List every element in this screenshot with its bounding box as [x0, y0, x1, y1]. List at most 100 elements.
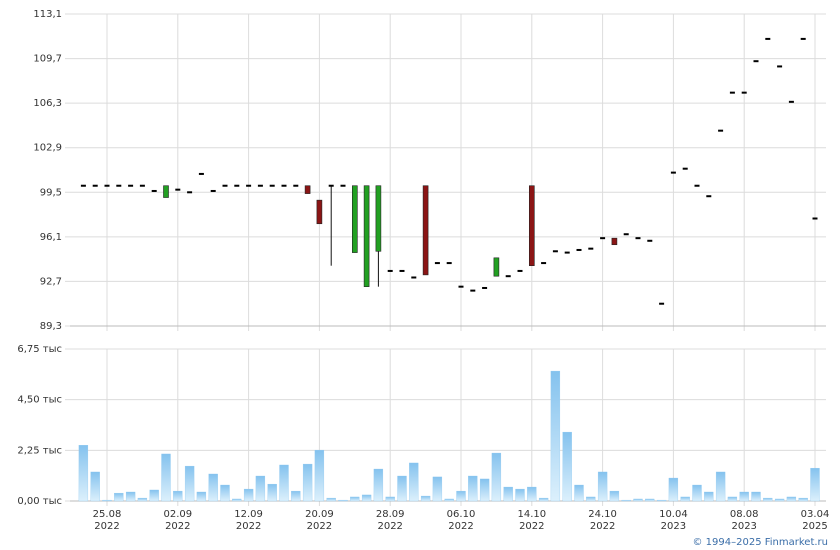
volume-bar [727, 496, 738, 502]
volume-bar [326, 497, 336, 502]
volume-bar [90, 471, 100, 502]
candle-body [470, 289, 476, 292]
candle-body [411, 276, 417, 279]
candle-body [434, 262, 440, 265]
y-tick-label: 89,3 [40, 321, 62, 332]
volume-bar [291, 490, 301, 502]
volume-bar [78, 445, 89, 502]
candle-body [682, 167, 688, 170]
candle-body [528, 185, 535, 266]
x-tick-year: 2023 [661, 521, 686, 532]
candle-body [281, 184, 287, 187]
volume-bar [420, 495, 431, 502]
x-tick-year: 2022 [377, 521, 402, 532]
volume-bar [527, 486, 537, 502]
volume-bar [161, 453, 171, 502]
volume-bar [125, 491, 136, 502]
volume-bar [704, 491, 714, 502]
x-tick-label: 14.10 [517, 509, 546, 520]
candle-body [753, 60, 759, 63]
volume-bar [468, 475, 478, 502]
candle-body [446, 262, 452, 265]
candle-body [387, 269, 393, 272]
candle-body [316, 199, 323, 225]
volume-bar [173, 490, 183, 502]
candle-body [198, 172, 204, 175]
volume-bar [302, 463, 313, 502]
x-tick-year: 2022 [236, 521, 261, 532]
candle-body [351, 185, 358, 253]
volume-bar [350, 496, 360, 502]
candle-body [175, 188, 181, 191]
volume-bar [633, 498, 643, 502]
volume-bar [680, 496, 690, 502]
candle-body [257, 184, 263, 187]
volume-bar [409, 462, 419, 502]
candle-body [600, 237, 606, 240]
candle-body [458, 285, 464, 288]
candle-body [304, 185, 311, 194]
candle-body [128, 184, 134, 187]
volume-bar [715, 471, 726, 502]
candle-body [363, 185, 370, 287]
volume-bar [562, 431, 572, 502]
y-tick-label: 4,50 тыс [17, 395, 62, 406]
volume-bar [668, 477, 679, 502]
volume-bar [255, 475, 266, 502]
candle-body [777, 65, 783, 68]
y-tick-label: 0,00 тыс [17, 496, 62, 507]
volume-bar [220, 484, 230, 502]
volume-bar [798, 497, 808, 502]
y-tick-label: 6,75 тыс [17, 344, 62, 355]
candle-body [293, 184, 299, 187]
candle-body [375, 185, 382, 252]
footer: © 1994–2025 Finmarket.ru [692, 537, 828, 548]
candle-body [187, 191, 193, 194]
candle-body [576, 248, 582, 251]
volume-bar [208, 473, 218, 502]
candle-body [482, 286, 488, 289]
x-tick-year: 2022 [94, 521, 119, 532]
candle-body [163, 185, 169, 198]
x-tick-label: 10.04 [659, 509, 688, 520]
candle-body [340, 184, 346, 187]
volume-bar [279, 464, 289, 502]
volume-bar [609, 490, 620, 502]
volume-bar [385, 496, 395, 502]
volume-bar [184, 465, 195, 502]
volume-bar [338, 499, 348, 502]
y-tick-label: 102,9 [33, 143, 62, 154]
x-tick-label: 25.08 [93, 509, 122, 520]
candle-body [399, 269, 405, 272]
volume-bar [739, 491, 749, 502]
candle-body [422, 185, 429, 276]
candle-body [800, 37, 806, 40]
volume-bar [397, 475, 407, 502]
volume-bar [774, 498, 785, 502]
candle-body [104, 184, 110, 187]
candle-body [139, 184, 145, 187]
y-tick-label: 92,7 [40, 276, 62, 287]
candle-body [517, 269, 523, 272]
x-tick-year: 2023 [731, 521, 756, 532]
x-tick-label: 03.04 [801, 509, 830, 520]
volume-bar [503, 486, 513, 502]
volume-bar [645, 498, 655, 502]
volume-bar [479, 478, 490, 502]
volume-bar [196, 491, 207, 502]
volume-bar [243, 488, 254, 502]
candle-body [694, 184, 700, 187]
volume-bar [538, 497, 549, 502]
volume-bar [786, 496, 797, 502]
candle-body [210, 189, 216, 192]
x-tick-year: 2022 [519, 521, 544, 532]
candle-body [635, 237, 641, 240]
x-tick-year: 2025 [802, 521, 827, 532]
candle-body [670, 171, 676, 174]
volume-bar [621, 499, 631, 502]
x-tick-year: 2022 [165, 521, 190, 532]
candle-body [80, 184, 86, 187]
x-tick-year: 2022 [448, 521, 473, 532]
candle-body [92, 184, 98, 187]
